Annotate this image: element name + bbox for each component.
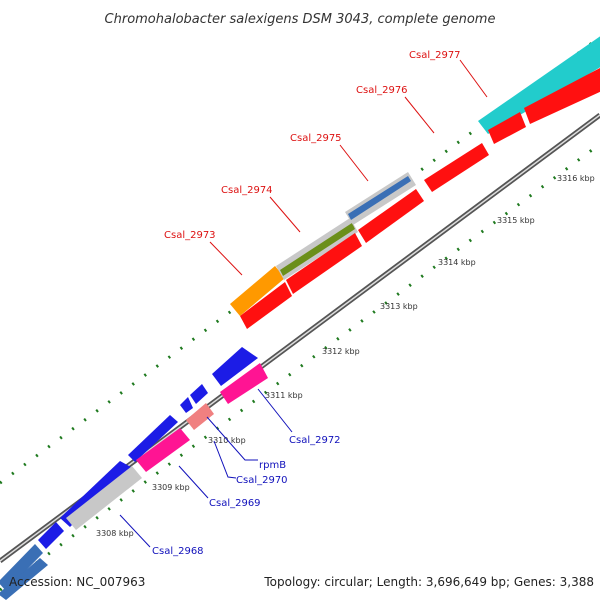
gene-segment (524, 68, 600, 124)
gene-segment (488, 112, 526, 144)
gene-segment (220, 363, 268, 404)
tick-label: 3316 kbp (557, 174, 595, 183)
gene-segment (424, 143, 489, 192)
inner-dotted-ring (0, 142, 600, 592)
gene-segment (240, 282, 292, 329)
gene-segment (230, 266, 285, 316)
gene-label: Csal_2968 (152, 546, 204, 557)
gene-segment (38, 522, 64, 549)
gene-segment (0, 544, 43, 591)
tick-label: 3311 kbp (265, 391, 303, 400)
tick-label: 3308 kbp (96, 529, 134, 538)
gene-label: Csal_2974 (221, 185, 273, 196)
gene-segment (348, 176, 411, 220)
gene-label: Csal_2970 (236, 475, 288, 486)
gene-segment (286, 233, 362, 294)
gene-segment (66, 466, 142, 530)
tick-label: 3315 kbp (497, 216, 535, 225)
gene-label: Csal_2973 (164, 230, 216, 241)
map-title: Chromohalobacter salexigens DSM 3043, co… (105, 12, 496, 27)
gene-label: Csal_2975 (290, 133, 342, 144)
gene-label: Csal_2972 (289, 435, 341, 446)
tick-label: 3314 kbp (438, 258, 476, 267)
gene-segment (0, 558, 48, 600)
gene-label: rpmB (259, 460, 286, 471)
gene-label: Csal_2969 (209, 498, 261, 509)
gene-segment (190, 384, 208, 404)
tick-label: 3312 kbp (322, 347, 360, 356)
gene-segment (478, 36, 600, 134)
gene-segment (358, 189, 424, 243)
gene-label: Csal_2977 (409, 50, 461, 61)
gene-segment (136, 428, 190, 472)
gene-label: Csal_2976 (356, 85, 408, 96)
accession-text: Accession: NC_007963 (9, 575, 145, 589)
bottom-gene-labels: Csal_2972 rpmB Csal_2970 Csal_2969 Csal_… (119, 388, 341, 557)
tick-label: 3313 kbp (380, 302, 418, 311)
tick-labels: 3308 kbp 3309 kbp 3310 kbp 3311 kbp 3312… (96, 174, 595, 538)
gene-segment (180, 397, 193, 413)
tick-label: 3310 kbp (208, 436, 246, 445)
gene-segment (280, 223, 355, 276)
tick-label: 3309 kbp (152, 483, 190, 492)
top-gene-labels: Csal_2973 Csal_2974 Csal_2975 Csal_2976 … (164, 50, 488, 276)
inner-gene-track (0, 68, 600, 600)
outer-gene-track (0, 36, 600, 591)
gene-segment (128, 415, 178, 462)
gene-segment (186, 403, 214, 430)
gene-segment (212, 347, 258, 386)
topology-summary: Topology: circular; Length: 3,696,649 bp… (263, 575, 594, 589)
